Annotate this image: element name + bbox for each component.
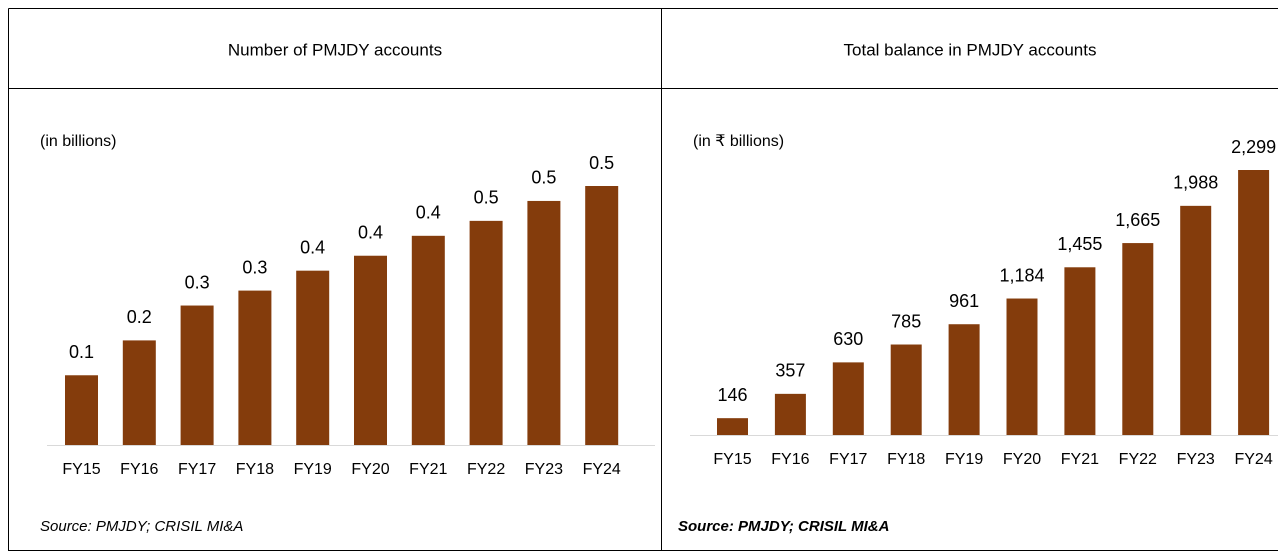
bar	[1122, 243, 1154, 435]
x-tick-label: FY23	[525, 461, 563, 478]
value-label: 1,184	[999, 265, 1044, 285]
x-tick-label: FY20	[1003, 451, 1041, 468]
x-tick-label: FY17	[829, 451, 867, 468]
bar	[180, 305, 214, 445]
value-label: 1,665	[1115, 210, 1160, 230]
bar	[774, 393, 806, 435]
x-tick-label: FY24	[583, 461, 621, 478]
x-tick-label: FY23	[1177, 451, 1215, 468]
value-label: 0.4	[358, 222, 383, 242]
bar	[65, 375, 98, 445]
x-tick-label: FY18	[887, 451, 925, 468]
x-tick-label: FY16	[771, 451, 809, 468]
x-tick-label: FY20	[351, 461, 389, 478]
value-label: 961	[949, 291, 979, 311]
bar	[469, 220, 503, 445]
x-tick-label: FY15	[713, 451, 751, 468]
x-tick-label: FY15	[62, 461, 100, 478]
value-label: 0.4	[300, 237, 325, 257]
value-label: 0.1	[69, 342, 94, 362]
source: Source: PMJDY; CRISIL MI&A	[40, 518, 243, 535]
x-tick-label: FY19	[294, 461, 332, 478]
bar	[890, 344, 922, 435]
x-tick-label: FY16	[120, 461, 158, 478]
value-label: 0.2	[127, 307, 152, 327]
value-label: 357	[775, 361, 805, 381]
value-label: 0.3	[242, 257, 267, 277]
value-label: 146	[717, 385, 747, 405]
bar	[948, 324, 980, 435]
value-label: 0.3	[185, 272, 210, 292]
value-label: 630	[833, 329, 863, 349]
x-tick-label: FY22	[1119, 451, 1157, 468]
value-label: 1,988	[1173, 173, 1218, 193]
x-tick-label: FY17	[178, 461, 216, 478]
x-tick-label: FY21	[1061, 451, 1099, 468]
value-label: 785	[891, 311, 921, 331]
unit-note: (in billions)	[40, 133, 116, 150]
x-tick-label: FY24	[1234, 451, 1272, 468]
bar	[296, 270, 330, 445]
value-label: 1,455	[1057, 234, 1102, 254]
bar	[238, 290, 272, 445]
bar	[354, 255, 387, 445]
value-label: 2,299	[1231, 137, 1276, 157]
bar	[1064, 267, 1096, 435]
x-tick-label: FY21	[409, 461, 447, 478]
bar	[717, 418, 748, 435]
x-tick-label: FY22	[467, 461, 505, 478]
bar	[411, 235, 445, 445]
bar	[527, 200, 561, 445]
chart-title: Total balance in PMJDY accounts	[844, 40, 1097, 59]
bar	[585, 186, 619, 445]
value-label: 0.5	[589, 153, 614, 173]
source: Source: PMJDY; CRISIL MI&A	[678, 518, 889, 535]
bar	[832, 362, 864, 435]
value-label: 0.4	[416, 203, 441, 223]
chart-title: Number of PMJDY accounts	[228, 40, 442, 59]
x-tick-label: FY18	[236, 461, 274, 478]
value-label: 0.5	[474, 188, 499, 208]
bar	[1006, 298, 1038, 435]
bar	[1180, 205, 1212, 435]
bar	[122, 340, 156, 445]
value-label: 0.5	[531, 168, 556, 188]
unit-note: (in ₹ billions)	[693, 133, 784, 150]
bar	[1238, 170, 1270, 435]
x-tick-label: FY19	[945, 451, 983, 468]
